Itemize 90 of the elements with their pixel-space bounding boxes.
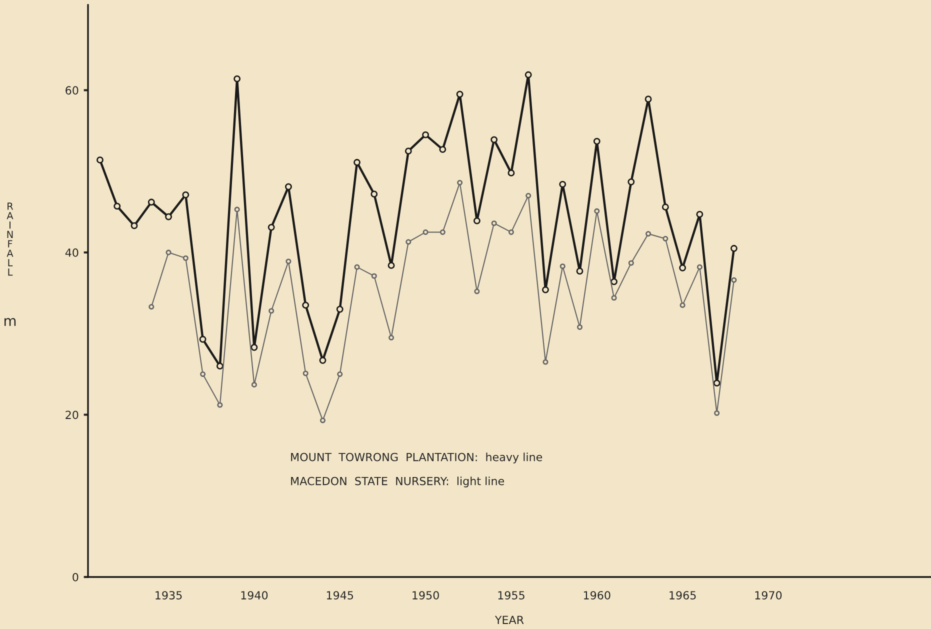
point [371, 273, 377, 279]
x-tick-label: 1970 [755, 591, 782, 600]
point [713, 380, 720, 387]
point [611, 295, 617, 301]
point [662, 204, 669, 210]
point [216, 362, 224, 370]
x-tick-label: 1945 [326, 591, 354, 600]
point [148, 198, 155, 206]
x-tick-label: 1955 [498, 591, 524, 600]
point [251, 382, 257, 388]
point [628, 178, 635, 186]
point [319, 356, 326, 364]
point [440, 229, 446, 235]
point [354, 158, 360, 166]
point [628, 260, 634, 266]
point [217, 402, 223, 408]
point [696, 210, 704, 218]
point [456, 90, 464, 98]
point [542, 359, 548, 365]
point [457, 180, 463, 186]
point [200, 371, 206, 377]
point [354, 264, 360, 270]
point [96, 156, 104, 164]
x-axis-title: YEAR [494, 616, 524, 624]
point [302, 302, 310, 309]
point [234, 75, 241, 82]
point [404, 148, 412, 155]
point [336, 306, 344, 313]
point [644, 96, 652, 103]
x-tick-label: 1965 [670, 591, 696, 600]
text: RAINFALL [6, 202, 14, 276]
point [148, 304, 154, 310]
point [406, 239, 412, 245]
point [560, 263, 566, 270]
point [182, 191, 190, 198]
point [646, 231, 652, 237]
x-tick-label: 1950 [412, 591, 439, 600]
point [234, 206, 240, 212]
y-tick-label: 20 [66, 410, 78, 420]
point [679, 264, 686, 272]
point [508, 229, 514, 235]
point [182, 255, 188, 261]
point [388, 262, 395, 269]
annotation: MACEDON STATE NURSERY: light line [291, 476, 504, 488]
point [439, 146, 446, 153]
x-tick-label: 1940 [241, 591, 268, 600]
point [114, 202, 121, 210]
point [320, 418, 326, 424]
point [508, 169, 515, 176]
point [526, 192, 532, 198]
point [491, 220, 497, 226]
point [576, 324, 583, 330]
x-tick-label: 1960 [584, 591, 610, 600]
point [268, 224, 275, 231]
point [696, 264, 702, 270]
x-tick-label: 1935 [156, 591, 182, 600]
point [594, 208, 600, 214]
point [286, 258, 292, 264]
point [422, 131, 430, 138]
y-tick-label: 60 [66, 86, 78, 95]
point [473, 217, 480, 224]
point [370, 190, 378, 198]
point [662, 236, 668, 242]
point [166, 250, 172, 256]
point [576, 268, 584, 275]
point [130, 222, 138, 230]
y-tick-label: 40 [65, 248, 78, 257]
point [165, 213, 172, 220]
y-tick-label: 0 [72, 572, 78, 582]
point [388, 334, 394, 340]
point [474, 288, 480, 294]
point [680, 302, 686, 308]
point [730, 244, 738, 252]
point [302, 370, 308, 376]
point [422, 229, 428, 235]
annotation: MOUNT TOWRONG PLANTATION: heavy line [291, 452, 542, 464]
point [610, 278, 618, 286]
point [250, 344, 258, 351]
point [524, 71, 532, 78]
point [284, 183, 292, 190]
point [199, 336, 206, 343]
point [593, 138, 600, 145]
point [731, 277, 737, 283]
point [542, 286, 549, 294]
point [559, 180, 566, 188]
text: m [4, 318, 16, 326]
point [337, 371, 343, 377]
point [714, 410, 720, 416]
point [268, 308, 274, 314]
point [490, 136, 498, 144]
